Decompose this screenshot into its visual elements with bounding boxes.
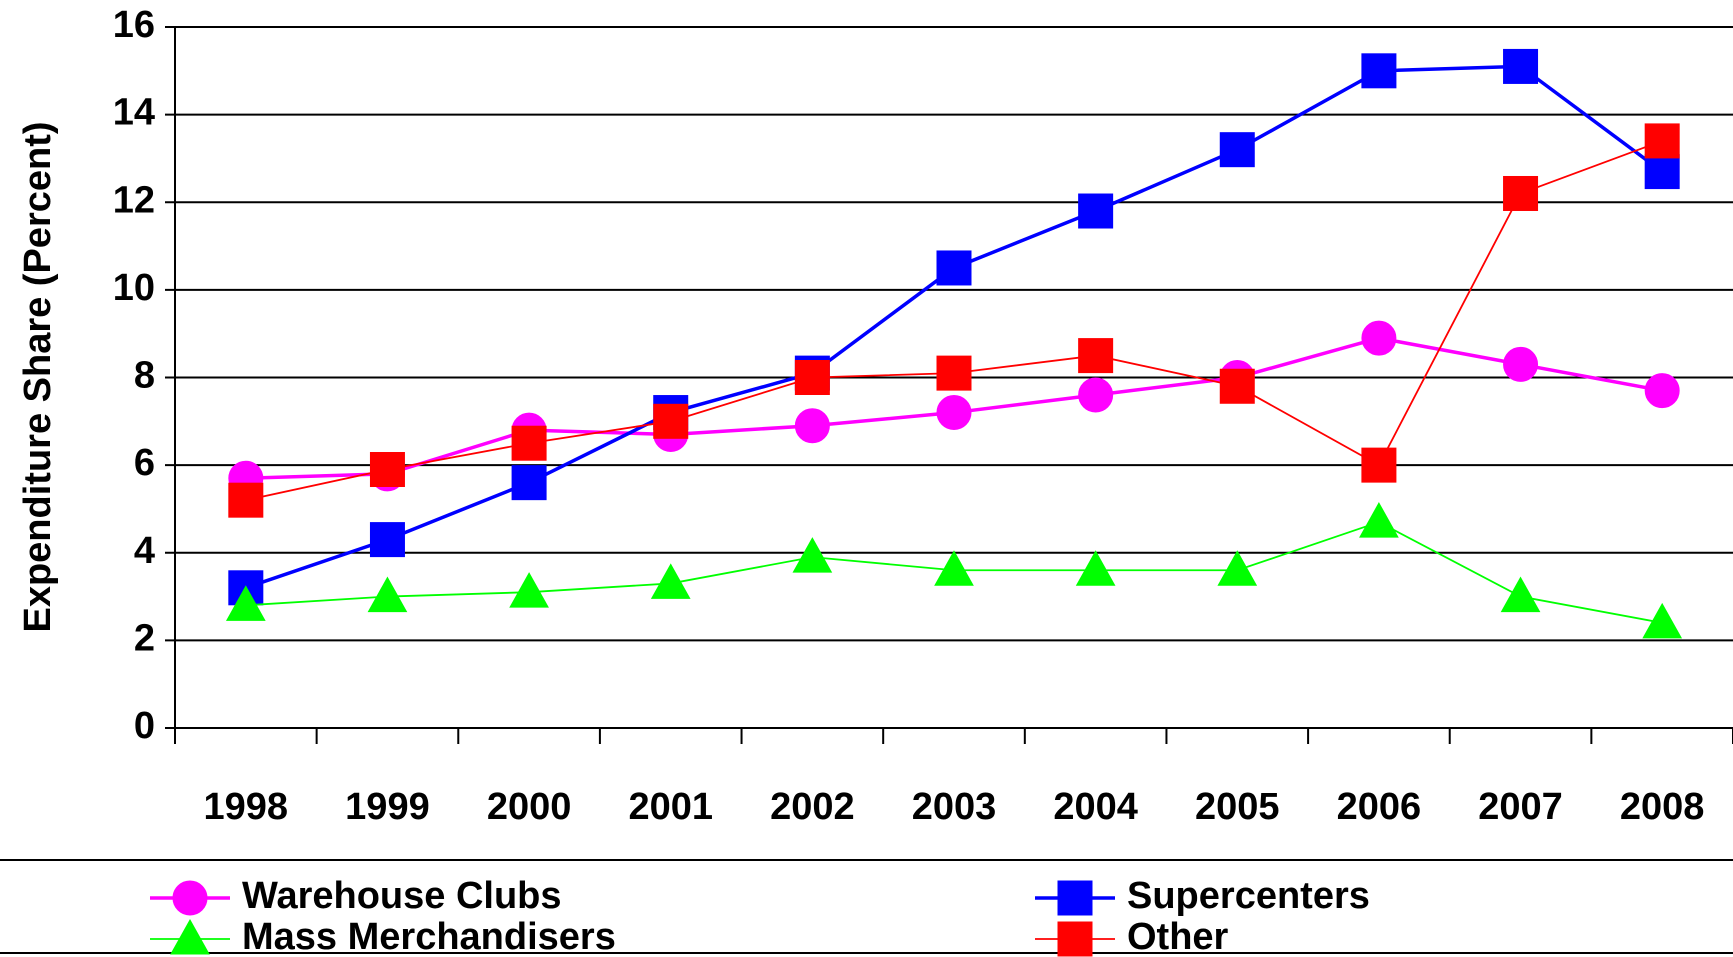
data-point xyxy=(794,360,830,395)
x-tick-label: 2003 xyxy=(912,786,997,828)
y-tick-label: 6 xyxy=(134,442,155,484)
x-tick-label: 2005 xyxy=(1195,786,1280,828)
series-line xyxy=(245,140,1663,502)
data-point xyxy=(1078,193,1114,229)
x-tick-label: 1998 xyxy=(204,786,289,828)
data-point xyxy=(1219,368,1255,404)
legend-marker xyxy=(172,880,208,916)
data-point xyxy=(511,425,547,461)
data-point xyxy=(1644,373,1680,409)
data-point xyxy=(228,482,264,518)
x-tick-label: 2002 xyxy=(770,786,855,828)
data-point xyxy=(369,522,405,558)
series-line xyxy=(245,64,1664,590)
y-axis-label: Expenditure Share (Percent) xyxy=(17,121,59,632)
legend-label: Other xyxy=(1127,916,1229,957)
data-point xyxy=(650,563,691,599)
data-point xyxy=(1359,502,1399,538)
data-point xyxy=(1361,53,1397,89)
x-tick-label: 2007 xyxy=(1478,786,1563,828)
data-point xyxy=(792,537,833,573)
legend-marker xyxy=(170,918,210,955)
data-point xyxy=(369,452,405,488)
data-point xyxy=(1503,48,1539,84)
data-point xyxy=(1500,576,1541,613)
legend-label: Warehouse Clubs xyxy=(242,875,562,917)
data-point xyxy=(1642,602,1683,639)
data-point xyxy=(936,250,972,286)
x-tick-label: 2004 xyxy=(1053,786,1138,828)
x-tick-label: 2008 xyxy=(1620,786,1705,828)
x-tick-label: 2001 xyxy=(628,786,713,828)
data-point xyxy=(936,395,972,431)
data-point xyxy=(511,465,547,501)
x-tick-label: 2000 xyxy=(487,786,572,828)
data-point xyxy=(225,585,266,621)
legend-marker xyxy=(1057,880,1093,916)
y-tick-label: 8 xyxy=(134,355,155,397)
data-point xyxy=(1078,377,1114,413)
legend-marker xyxy=(1057,921,1093,957)
y-tick-label: 0 xyxy=(134,705,155,747)
data-point xyxy=(509,572,549,608)
y-tick-label: 16 xyxy=(113,4,155,46)
data-point xyxy=(1219,132,1255,168)
data-point xyxy=(1361,320,1397,356)
x-tick-label: 2006 xyxy=(1337,786,1422,828)
data-point xyxy=(1217,550,1258,586)
y-tick-label: 10 xyxy=(113,267,155,309)
data-point xyxy=(653,403,689,439)
y-tick-label: 12 xyxy=(113,179,155,221)
y-tick-label: 4 xyxy=(134,530,155,572)
data-point xyxy=(1644,154,1680,190)
data-point xyxy=(794,408,830,444)
y-tick-label: 2 xyxy=(134,617,155,659)
data-point xyxy=(934,550,974,586)
data-point xyxy=(1075,550,1116,586)
data-point xyxy=(1503,346,1539,382)
data-point xyxy=(1361,447,1397,483)
legend-label: Mass Merchandisers xyxy=(242,916,616,957)
data-point xyxy=(367,576,408,613)
y-tick-label: 14 xyxy=(113,92,155,134)
data-point xyxy=(1078,338,1114,374)
data-point xyxy=(936,355,972,391)
x-tick-label: 1999 xyxy=(345,786,430,828)
legend-label: Supercenters xyxy=(1127,875,1370,917)
data-point xyxy=(1644,123,1680,159)
data-point xyxy=(1503,175,1539,211)
